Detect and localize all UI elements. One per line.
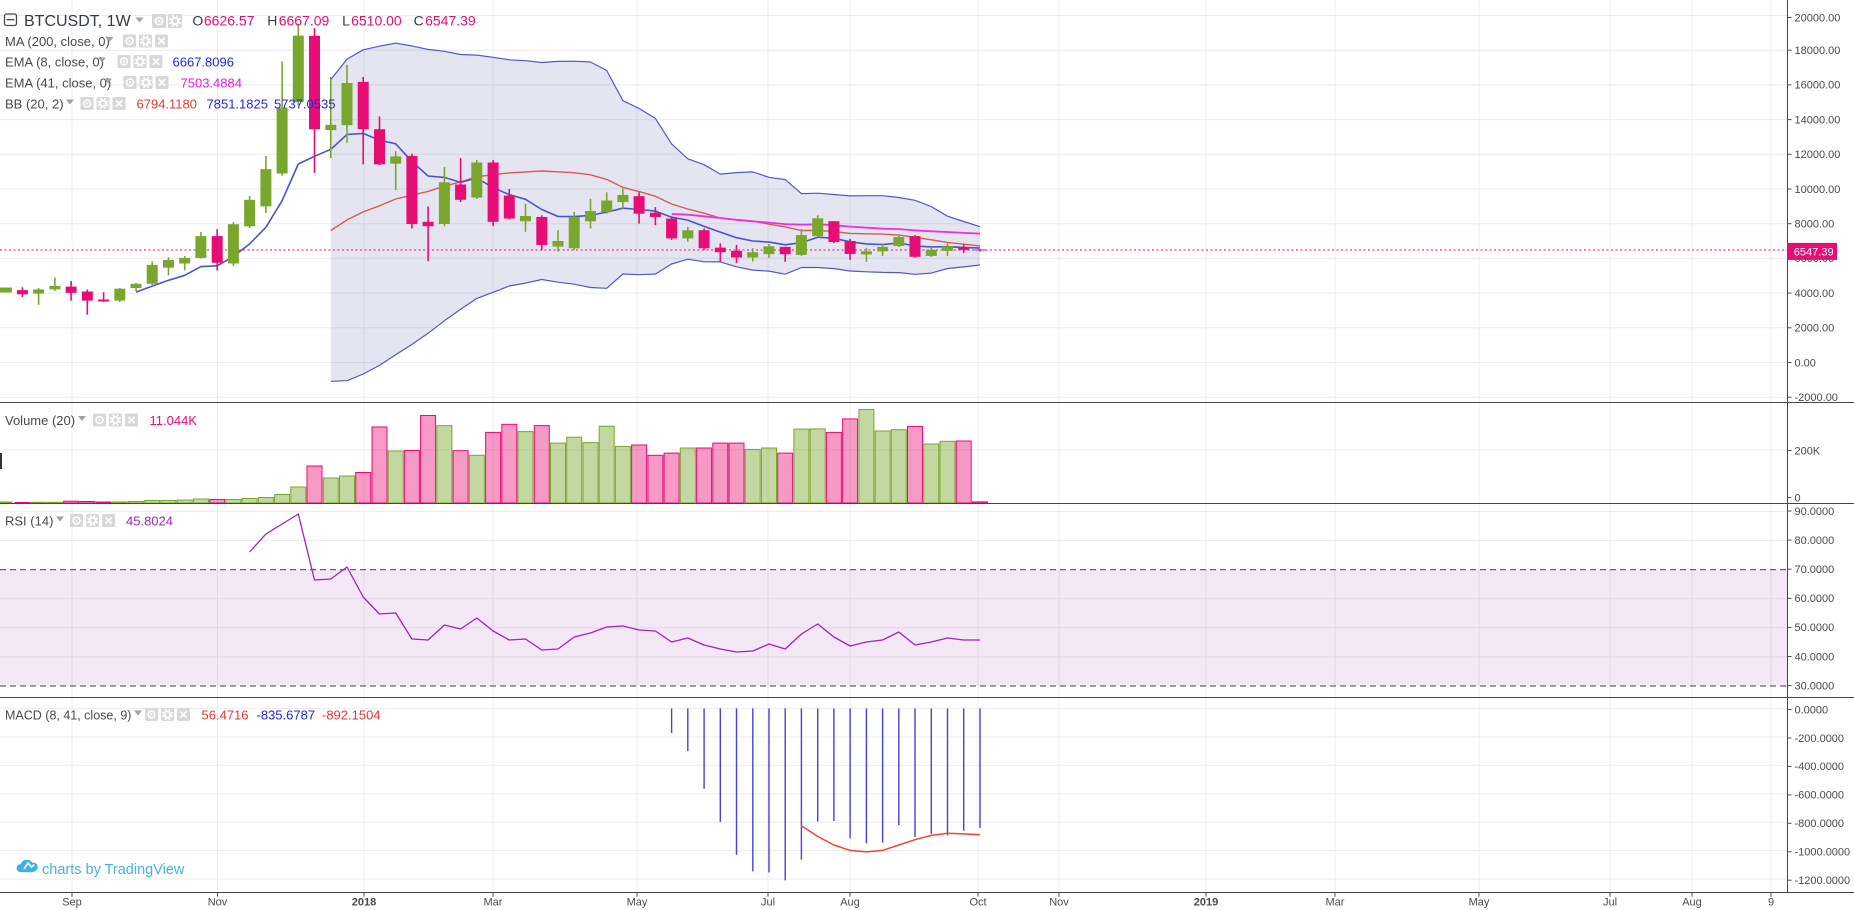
svg-text:2019: 2019 [1194,897,1218,909]
svg-text:May: May [627,897,648,909]
svg-text:6794.1180: 6794.1180 [137,97,198,112]
svg-text:-600.0000: -600.0000 [1795,790,1845,802]
svg-text:-1200.0000: -1200.0000 [1795,875,1851,887]
svg-text:6547.39: 6547.39 [425,13,476,29]
svg-text:10000.00: 10000.00 [1795,184,1841,196]
svg-text:18000.00: 18000.00 [1795,45,1841,57]
svg-text:7851.1825: 7851.1825 [207,97,268,112]
svg-text:50.0000: 50.0000 [1795,622,1835,634]
svg-text:80.0000: 80.0000 [1795,535,1835,547]
svg-text:30.0000: 30.0000 [1795,680,1835,692]
svg-text:2018: 2018 [352,897,376,909]
svg-text:charts by TradingView: charts by TradingView [42,862,185,878]
svg-text:6547.39: 6547.39 [1794,246,1834,258]
svg-text:-835.6787: -835.6787 [257,708,316,723]
svg-text:200K: 200K [1795,445,1821,457]
svg-text:Jul: Jul [761,897,775,909]
svg-text:BB (20, 2): BB (20, 2) [5,97,64,112]
svg-text:11.044K: 11.044K [150,413,198,428]
svg-text:7503.4884: 7503.4884 [181,76,242,91]
svg-text:8000.00: 8000.00 [1795,219,1835,231]
svg-text:BTCUSDT, 1W: BTCUSDT, 1W [24,13,132,30]
svg-text:0.0000: 0.0000 [1795,704,1829,716]
svg-text:6667.8096: 6667.8096 [173,55,234,70]
svg-text:Jul: Jul [1603,897,1617,909]
svg-text:4000.00: 4000.00 [1795,288,1835,300]
svg-text:Oct: Oct [969,897,986,909]
svg-text:H: H [267,13,277,29]
svg-text:EMA (41, close, 0): EMA (41, close, 0) [5,76,111,91]
svg-text:90.0000: 90.0000 [1795,506,1835,518]
svg-text:MACD (8, 41, close, 9): MACD (8, 41, close, 9) [5,709,131,723]
svg-text:RSI (14): RSI (14) [5,514,53,529]
svg-text:Aug: Aug [840,897,860,909]
svg-text:Aug: Aug [1682,897,1702,909]
svg-text:C: C [414,13,424,29]
svg-text:Volume (20): Volume (20) [5,413,75,428]
svg-text:40.0000: 40.0000 [1795,651,1835,663]
svg-text:0.00: 0.00 [1795,357,1816,369]
svg-text:20000.00: 20000.00 [1795,12,1841,24]
svg-text:12000.00: 12000.00 [1795,149,1841,161]
svg-text:MA (200, close, 0): MA (200, close, 0) [5,34,110,49]
svg-text:-2000.00: -2000.00 [1795,392,1838,404]
svg-text:56.4716: 56.4716 [202,708,249,723]
svg-text:6626.57: 6626.57 [204,13,255,29]
svg-text:EMA (8, close, 0): EMA (8, close, 0) [5,55,104,70]
svg-text:Mar: Mar [484,897,503,909]
svg-text:16000.00: 16000.00 [1795,80,1841,92]
svg-text:6667.09: 6667.09 [279,13,330,29]
svg-text:-400.0000: -400.0000 [1795,761,1845,773]
svg-text:6510.00: 6510.00 [351,13,402,29]
svg-text:-892.1504: -892.1504 [322,708,381,723]
svg-text:9: 9 [1768,897,1774,909]
svg-text:O: O [192,13,203,29]
svg-text:5737.0535: 5737.0535 [274,97,335,112]
svg-text:Nov: Nov [1049,897,1069,909]
svg-text:-200.0000: -200.0000 [1795,733,1845,745]
svg-text:-1000.0000: -1000.0000 [1795,847,1851,859]
svg-text:L: L [342,13,350,29]
svg-text:70.0000: 70.0000 [1795,564,1835,576]
svg-text:Nov: Nov [208,897,228,909]
svg-text:0: 0 [1795,492,1801,504]
svg-text:2000.00: 2000.00 [1795,323,1835,335]
svg-text:Sep: Sep [62,897,82,909]
svg-text:-800.0000: -800.0000 [1795,818,1845,830]
svg-text:45.8024: 45.8024 [126,514,173,529]
svg-text:Mar: Mar [1326,897,1345,909]
svg-text:60.0000: 60.0000 [1795,593,1835,605]
svg-text:14000.00: 14000.00 [1795,114,1841,126]
svg-text:May: May [1469,897,1490,909]
